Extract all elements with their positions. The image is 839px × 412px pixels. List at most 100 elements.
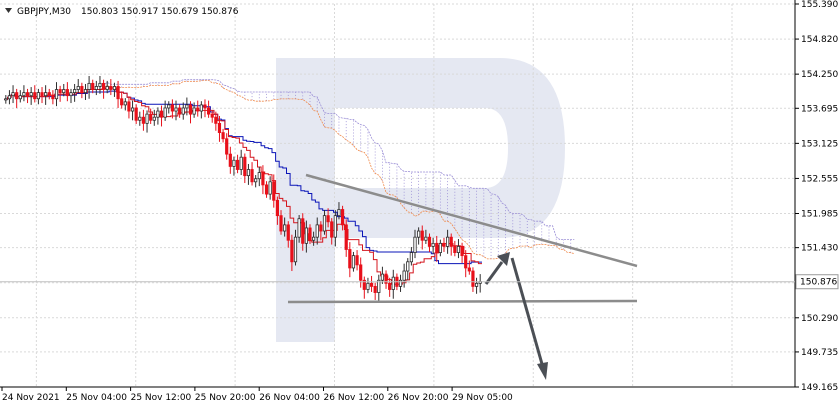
candle-body (406, 261, 410, 272)
candle-body (417, 230, 421, 238)
candle-body (109, 86, 113, 90)
candle-body (44, 92, 48, 97)
forecast-arrow-down-head (537, 362, 548, 380)
candle-body (225, 138, 229, 155)
candle-body (460, 246, 464, 257)
candle-body (105, 86, 109, 90)
x-tick-label: 25 Nov 20:00 (195, 393, 256, 403)
x-tick-label: 25 Nov 04:00 (66, 393, 127, 403)
ohlc-label: 150.803 150.917 150.679 150.876 (81, 7, 239, 17)
candle-body (188, 104, 193, 115)
candle-body (413, 236, 417, 253)
candle-body (156, 110, 160, 118)
candle-body (221, 132, 225, 140)
candle-body (250, 169, 254, 183)
candle-body (257, 172, 261, 180)
candle-body (243, 156, 247, 177)
candle-body (286, 224, 290, 241)
candle-body (120, 98, 124, 106)
senkou-span-b (99, 79, 575, 240)
candle-body (315, 224, 319, 238)
candle-body (239, 156, 243, 170)
candle-body (312, 236, 316, 241)
candle-body (123, 101, 127, 106)
candle-body (275, 199, 280, 217)
candle-body (206, 107, 211, 115)
candle-body (388, 282, 392, 290)
candle-body (304, 227, 308, 244)
candle-body (214, 116, 218, 124)
candle-body (112, 86, 117, 90)
candle-body (261, 172, 265, 186)
candle-body (174, 107, 178, 112)
candle-body (337, 209, 341, 217)
candle-body (235, 159, 240, 170)
current-price-label: 150.876 (800, 278, 837, 288)
candle-body (181, 107, 185, 115)
candle-body (442, 242, 446, 247)
x-tick-label: 26 Nov 12:00 (324, 393, 385, 403)
candle-body (279, 215, 283, 232)
candle-body (167, 104, 171, 109)
candle-body (58, 89, 62, 93)
resistance-line (305, 173, 638, 268)
candle-body (232, 159, 236, 167)
candle-body (344, 224, 348, 250)
candle-body (474, 282, 479, 287)
candle-body (80, 86, 84, 93)
candle-body (170, 104, 174, 112)
candle-body (438, 242, 442, 253)
support-line (287, 299, 638, 304)
x-tick-label: 24 Nov 2021 (2, 393, 60, 403)
candle-body (322, 215, 327, 232)
candle-body (36, 92, 41, 100)
candle-body (127, 101, 131, 112)
candle-body (18, 95, 22, 100)
kijun-line (4, 90, 482, 265)
candle-body (152, 116, 156, 121)
y-tick-label: 152.555 (801, 174, 838, 184)
watermark-logo (276, 58, 565, 342)
candle-body (76, 86, 80, 90)
candle-body (69, 92, 73, 97)
candle-body (210, 113, 214, 118)
candle-body (268, 181, 272, 195)
candle-body (377, 279, 381, 293)
candle-body (384, 273, 388, 284)
candle-body (380, 273, 385, 281)
candle-body (134, 107, 138, 121)
candle-body (290, 239, 294, 263)
candle-body (54, 89, 59, 100)
y-tick-label: 151.430 (801, 244, 838, 254)
candle-body (47, 92, 51, 97)
y-tick-label: 150.290 (801, 314, 838, 324)
x-tick-label: 26 Nov 04:00 (259, 393, 320, 403)
candle-body (348, 249, 352, 269)
candle-body (15, 92, 19, 100)
candle-body (116, 86, 120, 100)
candle-body (272, 181, 276, 201)
candle-body (326, 215, 330, 223)
y-tick-label: 153.695 (801, 104, 838, 114)
candle-body (94, 86, 98, 90)
candle-body (196, 107, 200, 112)
candle-body (22, 92, 26, 97)
candle-body (25, 92, 30, 97)
forecast-arrow-up (484, 261, 504, 285)
candle-body (449, 236, 453, 247)
candle-body (185, 104, 189, 109)
candle-body (65, 89, 69, 97)
y-tick-label: 151.985 (801, 209, 838, 219)
candle-body (145, 113, 149, 124)
candle-body (33, 92, 37, 100)
candle-body (340, 209, 345, 226)
candle-body (4, 98, 8, 101)
candle-body (228, 153, 232, 167)
candle-body (163, 107, 167, 118)
y-tick-label: 154.820 (801, 35, 838, 45)
triangle-down-icon[interactable] (5, 8, 12, 13)
y-tick-label: 149.735 (801, 348, 838, 358)
candle-body (87, 82, 91, 90)
